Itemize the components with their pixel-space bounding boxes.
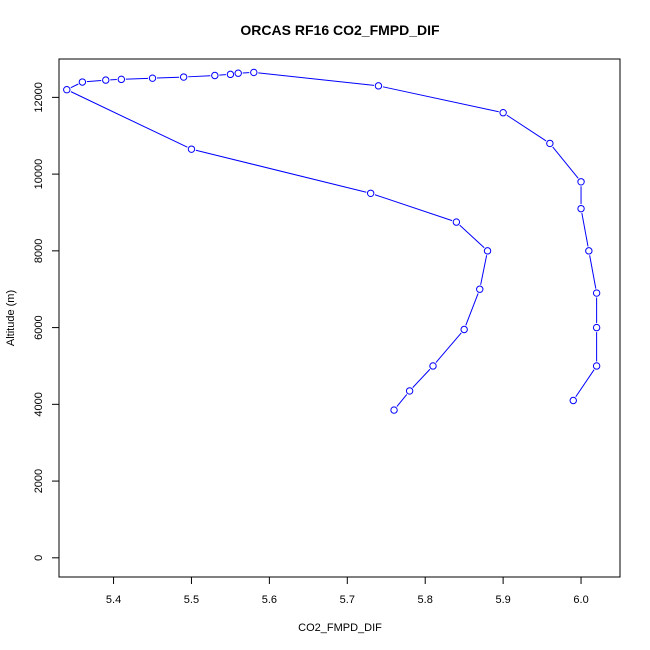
series-line-segment bbox=[480, 255, 488, 285]
data-point bbox=[499, 109, 507, 117]
plot-frame bbox=[58, 58, 621, 578]
data-point bbox=[592, 323, 601, 332]
series-line-segment bbox=[435, 332, 462, 363]
series-line-segment bbox=[412, 368, 431, 388]
y-tick-label: 4000 bbox=[33, 392, 45, 416]
series-line-segment bbox=[552, 146, 579, 179]
y-tick-label: 8000 bbox=[33, 239, 45, 263]
data-point bbox=[187, 145, 196, 153]
series-line-segment bbox=[459, 224, 485, 249]
data-point bbox=[250, 68, 258, 77]
x-tick-label: 6.0 bbox=[573, 594, 588, 606]
y-tick-label: 0 bbox=[33, 555, 45, 561]
series-line-segment bbox=[506, 114, 547, 142]
data-point bbox=[460, 325, 468, 334]
data-point bbox=[366, 189, 375, 197]
series-line-segment bbox=[382, 86, 499, 113]
series-line-segment bbox=[258, 72, 375, 86]
data-point bbox=[577, 178, 585, 186]
data-point bbox=[592, 289, 601, 297]
chart-title: ORCAS RF16 CO2_FMPD_DIF bbox=[240, 22, 440, 38]
series-line-segment bbox=[86, 79, 102, 83]
series-line-segment bbox=[188, 75, 211, 78]
data-point bbox=[577, 204, 585, 213]
data-point bbox=[585, 247, 593, 255]
series-line-segment bbox=[396, 394, 408, 407]
data-point bbox=[226, 70, 235, 79]
series-line-segment bbox=[156, 76, 180, 79]
data-point bbox=[179, 73, 188, 81]
data-point bbox=[405, 387, 414, 395]
series-line-segment bbox=[575, 369, 595, 398]
series-line-segment bbox=[465, 293, 479, 326]
x-tick-label: 5.8 bbox=[418, 594, 433, 606]
data-point bbox=[148, 74, 157, 82]
y-tick-label: 12000 bbox=[33, 82, 45, 113]
series-line-segment bbox=[581, 212, 589, 247]
x-axis-label: CO2_FMPD_DIF bbox=[298, 622, 382, 634]
data-point bbox=[592, 362, 601, 370]
data-point bbox=[546, 139, 554, 148]
data-point bbox=[429, 362, 437, 370]
data-point bbox=[63, 85, 71, 94]
y-axis: 0 2000 4000 6000 8000 10000 12000 bbox=[33, 82, 60, 561]
data-point bbox=[483, 247, 492, 255]
series-layer bbox=[63, 68, 601, 414]
x-tick-label: 5.5 bbox=[184, 594, 199, 606]
x-axis: 5.4 5.5 5.6 5.7 5.8 5.9 6.0 bbox=[106, 576, 589, 606]
data-point bbox=[452, 218, 461, 226]
data-point bbox=[102, 76, 110, 84]
series-line-segment bbox=[195, 149, 367, 193]
x-tick-label: 5.7 bbox=[340, 594, 355, 606]
series-line-segment bbox=[70, 83, 79, 89]
data-point bbox=[78, 78, 87, 86]
series-line-segment bbox=[374, 194, 453, 222]
data-point bbox=[476, 285, 484, 293]
data-point bbox=[211, 71, 219, 80]
series-line-segment bbox=[589, 255, 597, 289]
series-line-segment bbox=[70, 91, 188, 148]
data-point bbox=[374, 82, 383, 90]
series-line-segment bbox=[125, 77, 149, 80]
x-tick-label: 5.6 bbox=[262, 594, 277, 606]
x-tick-label: 5.4 bbox=[106, 594, 121, 606]
data-point bbox=[234, 69, 242, 77]
x-tick-label: 5.9 bbox=[495, 594, 510, 606]
y-tick-label: 10000 bbox=[33, 159, 45, 190]
y-tick-label: 6000 bbox=[33, 315, 45, 339]
data-point bbox=[390, 406, 398, 414]
data-point bbox=[569, 396, 577, 405]
data-point bbox=[117, 75, 126, 84]
y-tick-label: 2000 bbox=[33, 469, 45, 493]
y-axis-label: Altitude (m) bbox=[5, 290, 17, 346]
